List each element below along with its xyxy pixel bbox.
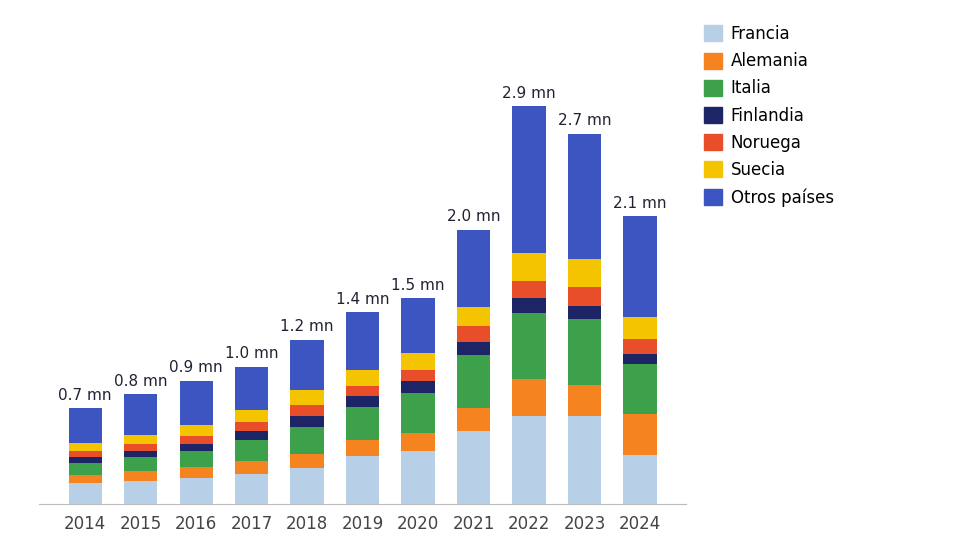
Bar [402,433,435,451]
Bar [179,425,213,436]
Bar [513,379,546,416]
Bar [457,431,490,504]
Bar [567,287,601,306]
Text: 2.1 mn: 2.1 mn [613,195,666,211]
Bar [457,342,490,354]
Bar [623,354,657,364]
Text: 0.7 mn: 0.7 mn [59,388,112,403]
Bar [567,259,601,287]
Bar [290,339,323,390]
Bar [623,339,657,354]
Bar [402,393,435,433]
Bar [124,458,158,471]
Bar [513,106,546,253]
Bar [69,483,102,504]
Text: 0.8 mn: 0.8 mn [114,374,168,389]
Bar [402,298,435,353]
Bar [179,451,213,467]
Bar [179,381,213,425]
Bar [124,471,158,480]
Bar [346,407,379,440]
Bar [124,451,158,458]
Bar [346,456,379,504]
Bar [623,216,657,317]
Bar [567,306,601,319]
Bar [69,408,102,443]
Bar [402,370,435,381]
Bar [179,436,213,444]
Text: 2.7 mn: 2.7 mn [558,114,612,128]
Bar [179,467,213,478]
Bar [513,416,546,504]
Bar [402,451,435,504]
Bar [457,307,490,326]
Bar [567,416,601,504]
Bar [346,386,379,396]
Bar [457,326,490,342]
Bar [513,281,546,298]
Bar [179,444,213,451]
Text: 2.0 mn: 2.0 mn [447,209,501,225]
Bar [290,427,323,454]
Bar [457,408,490,431]
Bar [457,230,490,307]
Text: 1.2 mn: 1.2 mn [280,319,334,334]
Text: 0.9 mn: 0.9 mn [170,360,223,375]
Bar [69,451,102,458]
Bar [346,440,379,456]
Bar [235,422,269,431]
Bar [235,431,269,440]
Bar [69,443,102,451]
Bar [623,413,657,455]
Bar [567,134,601,259]
Bar [235,410,269,422]
Text: 1.0 mn: 1.0 mn [224,347,278,361]
Bar [290,416,323,427]
Bar [124,394,158,435]
Bar [290,405,323,416]
Bar [623,364,657,413]
Bar [623,455,657,504]
Bar [513,298,546,314]
Bar [235,440,269,461]
Bar [124,435,158,445]
Bar [346,312,379,370]
Text: 2.9 mn: 2.9 mn [502,86,556,101]
Bar [567,319,601,385]
Bar [513,314,546,379]
Bar [290,454,323,468]
Bar [69,463,102,474]
Bar [457,354,490,408]
Bar [69,458,102,463]
Bar [346,370,379,386]
Legend: Francia, Alemania, Italia, Finlandia, Noruega, Suecia, Otros países: Francia, Alemania, Italia, Finlandia, No… [705,25,834,207]
Bar [235,474,269,504]
Bar [179,478,213,504]
Bar [346,396,379,407]
Bar [235,461,269,474]
Bar [235,367,269,410]
Text: 1.4 mn: 1.4 mn [336,292,389,307]
Bar [513,253,546,281]
Bar [290,468,323,504]
Bar [69,474,102,483]
Bar [567,385,601,416]
Bar [623,317,657,339]
Text: 1.5 mn: 1.5 mn [391,278,445,293]
Bar [124,480,158,504]
Bar [402,353,435,370]
Bar [402,381,435,393]
Bar [290,390,323,405]
Bar [124,445,158,451]
